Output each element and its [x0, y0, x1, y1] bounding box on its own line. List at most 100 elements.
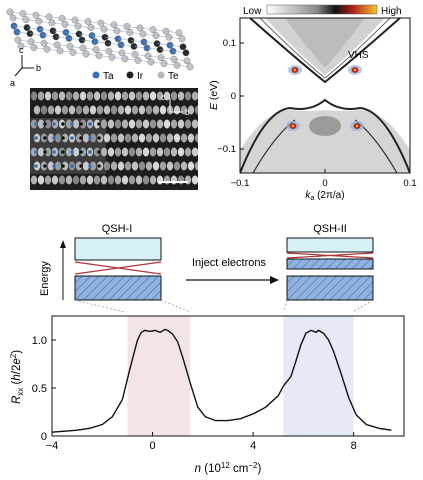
stm-atom	[54, 105, 62, 115]
stm-atom	[58, 91, 66, 101]
stm-atom	[47, 133, 55, 143]
rxx-chart: −4 0 4 800.51.0 Rxx (h/2e2) n (1012 cm−2)	[9, 315, 405, 475]
overlay-atom	[61, 136, 65, 140]
stm-atom	[75, 133, 83, 143]
stm-atom	[180, 161, 188, 171]
xtick-0.1: 0.1	[403, 178, 416, 189]
stm-atom	[135, 175, 143, 185]
xtick-label: 8	[351, 440, 357, 452]
shaded-region-1	[283, 316, 354, 436]
legend-te: Te	[168, 71, 179, 82]
stm-atom	[93, 175, 101, 185]
overlay-atom	[61, 122, 65, 126]
band-ylabel: E (eV)	[208, 80, 220, 110]
stm-atom	[30, 175, 38, 185]
stm-atom	[89, 133, 97, 143]
stm-atom	[163, 175, 171, 185]
stm-atom	[103, 133, 111, 143]
stm-atom	[54, 133, 62, 143]
stm-atom	[191, 175, 198, 185]
stm-atom	[177, 119, 185, 129]
stm-atom	[156, 175, 164, 185]
stm-atom	[135, 147, 143, 157]
atom-lattice	[6, 8, 194, 71]
ytick-label: 0.5	[32, 383, 47, 395]
stm-atom	[100, 91, 108, 101]
stm-atom	[103, 161, 111, 171]
stm-atom	[110, 105, 118, 115]
stm-atom	[96, 105, 104, 115]
stm-atom	[145, 161, 153, 171]
stm-atom	[145, 105, 153, 115]
qsh1-title: QSH-I	[102, 223, 133, 235]
stm-atom	[166, 161, 174, 171]
stm-atom	[180, 133, 188, 143]
stm-atom	[37, 175, 45, 185]
stm-atom	[121, 175, 129, 185]
stm-atom	[82, 161, 90, 171]
stm-atom	[100, 147, 108, 157]
stm-atom	[142, 91, 150, 101]
stm-atom	[65, 119, 73, 129]
crystal-axes: c b a	[10, 45, 41, 88]
axis-c-label: c	[19, 45, 24, 55]
stm-atom	[177, 91, 185, 101]
stm-atom	[194, 161, 198, 171]
stm-atom	[191, 91, 198, 101]
stm-atom	[121, 147, 129, 157]
stm-atom	[107, 91, 115, 101]
stm-atom	[37, 91, 45, 101]
atom	[186, 63, 194, 71]
atom	[61, 20, 69, 28]
stm-atom	[75, 161, 83, 171]
stm-atom	[72, 175, 80, 185]
stm-atom	[173, 105, 181, 115]
stm-atom	[149, 91, 157, 101]
stm-atom	[142, 175, 150, 185]
stm-atom	[72, 119, 80, 129]
colorbar-high-label: High	[381, 6, 402, 17]
stm-atom	[114, 91, 122, 101]
stm-atom	[145, 133, 153, 143]
stm-atom	[93, 91, 101, 101]
stm-atom	[187, 133, 195, 143]
stm-atom	[163, 119, 171, 129]
stm-atom	[152, 161, 160, 171]
stm-atom	[138, 133, 146, 143]
stm-atom	[156, 119, 164, 129]
stm-atom	[117, 133, 125, 143]
stm-atom	[128, 175, 136, 185]
atom	[182, 49, 190, 57]
stm-atom	[142, 119, 150, 129]
stm-atom	[194, 133, 198, 143]
xtick-label: −4	[46, 440, 59, 452]
vhs-annotation: VHS	[348, 50, 369, 61]
atom	[149, 26, 157, 33]
stm-atom	[152, 133, 160, 143]
stm-atom	[86, 91, 94, 101]
stm-atom	[128, 147, 136, 157]
stm-atom	[44, 147, 52, 157]
overlay-atom	[97, 122, 101, 126]
overlay-atom	[88, 136, 92, 140]
stm-atom	[159, 161, 167, 171]
stm-atom	[117, 105, 125, 115]
overlay-atom	[52, 164, 56, 168]
stm-atom	[124, 161, 132, 171]
ytick-label: 1.0	[32, 335, 47, 347]
overlay-atom	[79, 136, 83, 140]
atom	[84, 18, 92, 25]
overlay-atom	[34, 122, 38, 126]
stm-atom	[79, 91, 87, 101]
stm-atom	[170, 147, 178, 157]
overlay-atom	[43, 122, 47, 126]
energy-arrow	[60, 240, 66, 248]
stm-atom	[156, 147, 164, 157]
overlay-atom	[88, 164, 92, 168]
overlay-atom	[97, 164, 101, 168]
qsh-schematic: QSH-I QSH-II Inject electrons Energy	[39, 223, 374, 312]
atom	[87, 24, 95, 31]
stm-atom	[110, 133, 118, 143]
stm-atom	[47, 105, 55, 115]
atom-legend: Ta Ir Te	[92, 71, 179, 82]
